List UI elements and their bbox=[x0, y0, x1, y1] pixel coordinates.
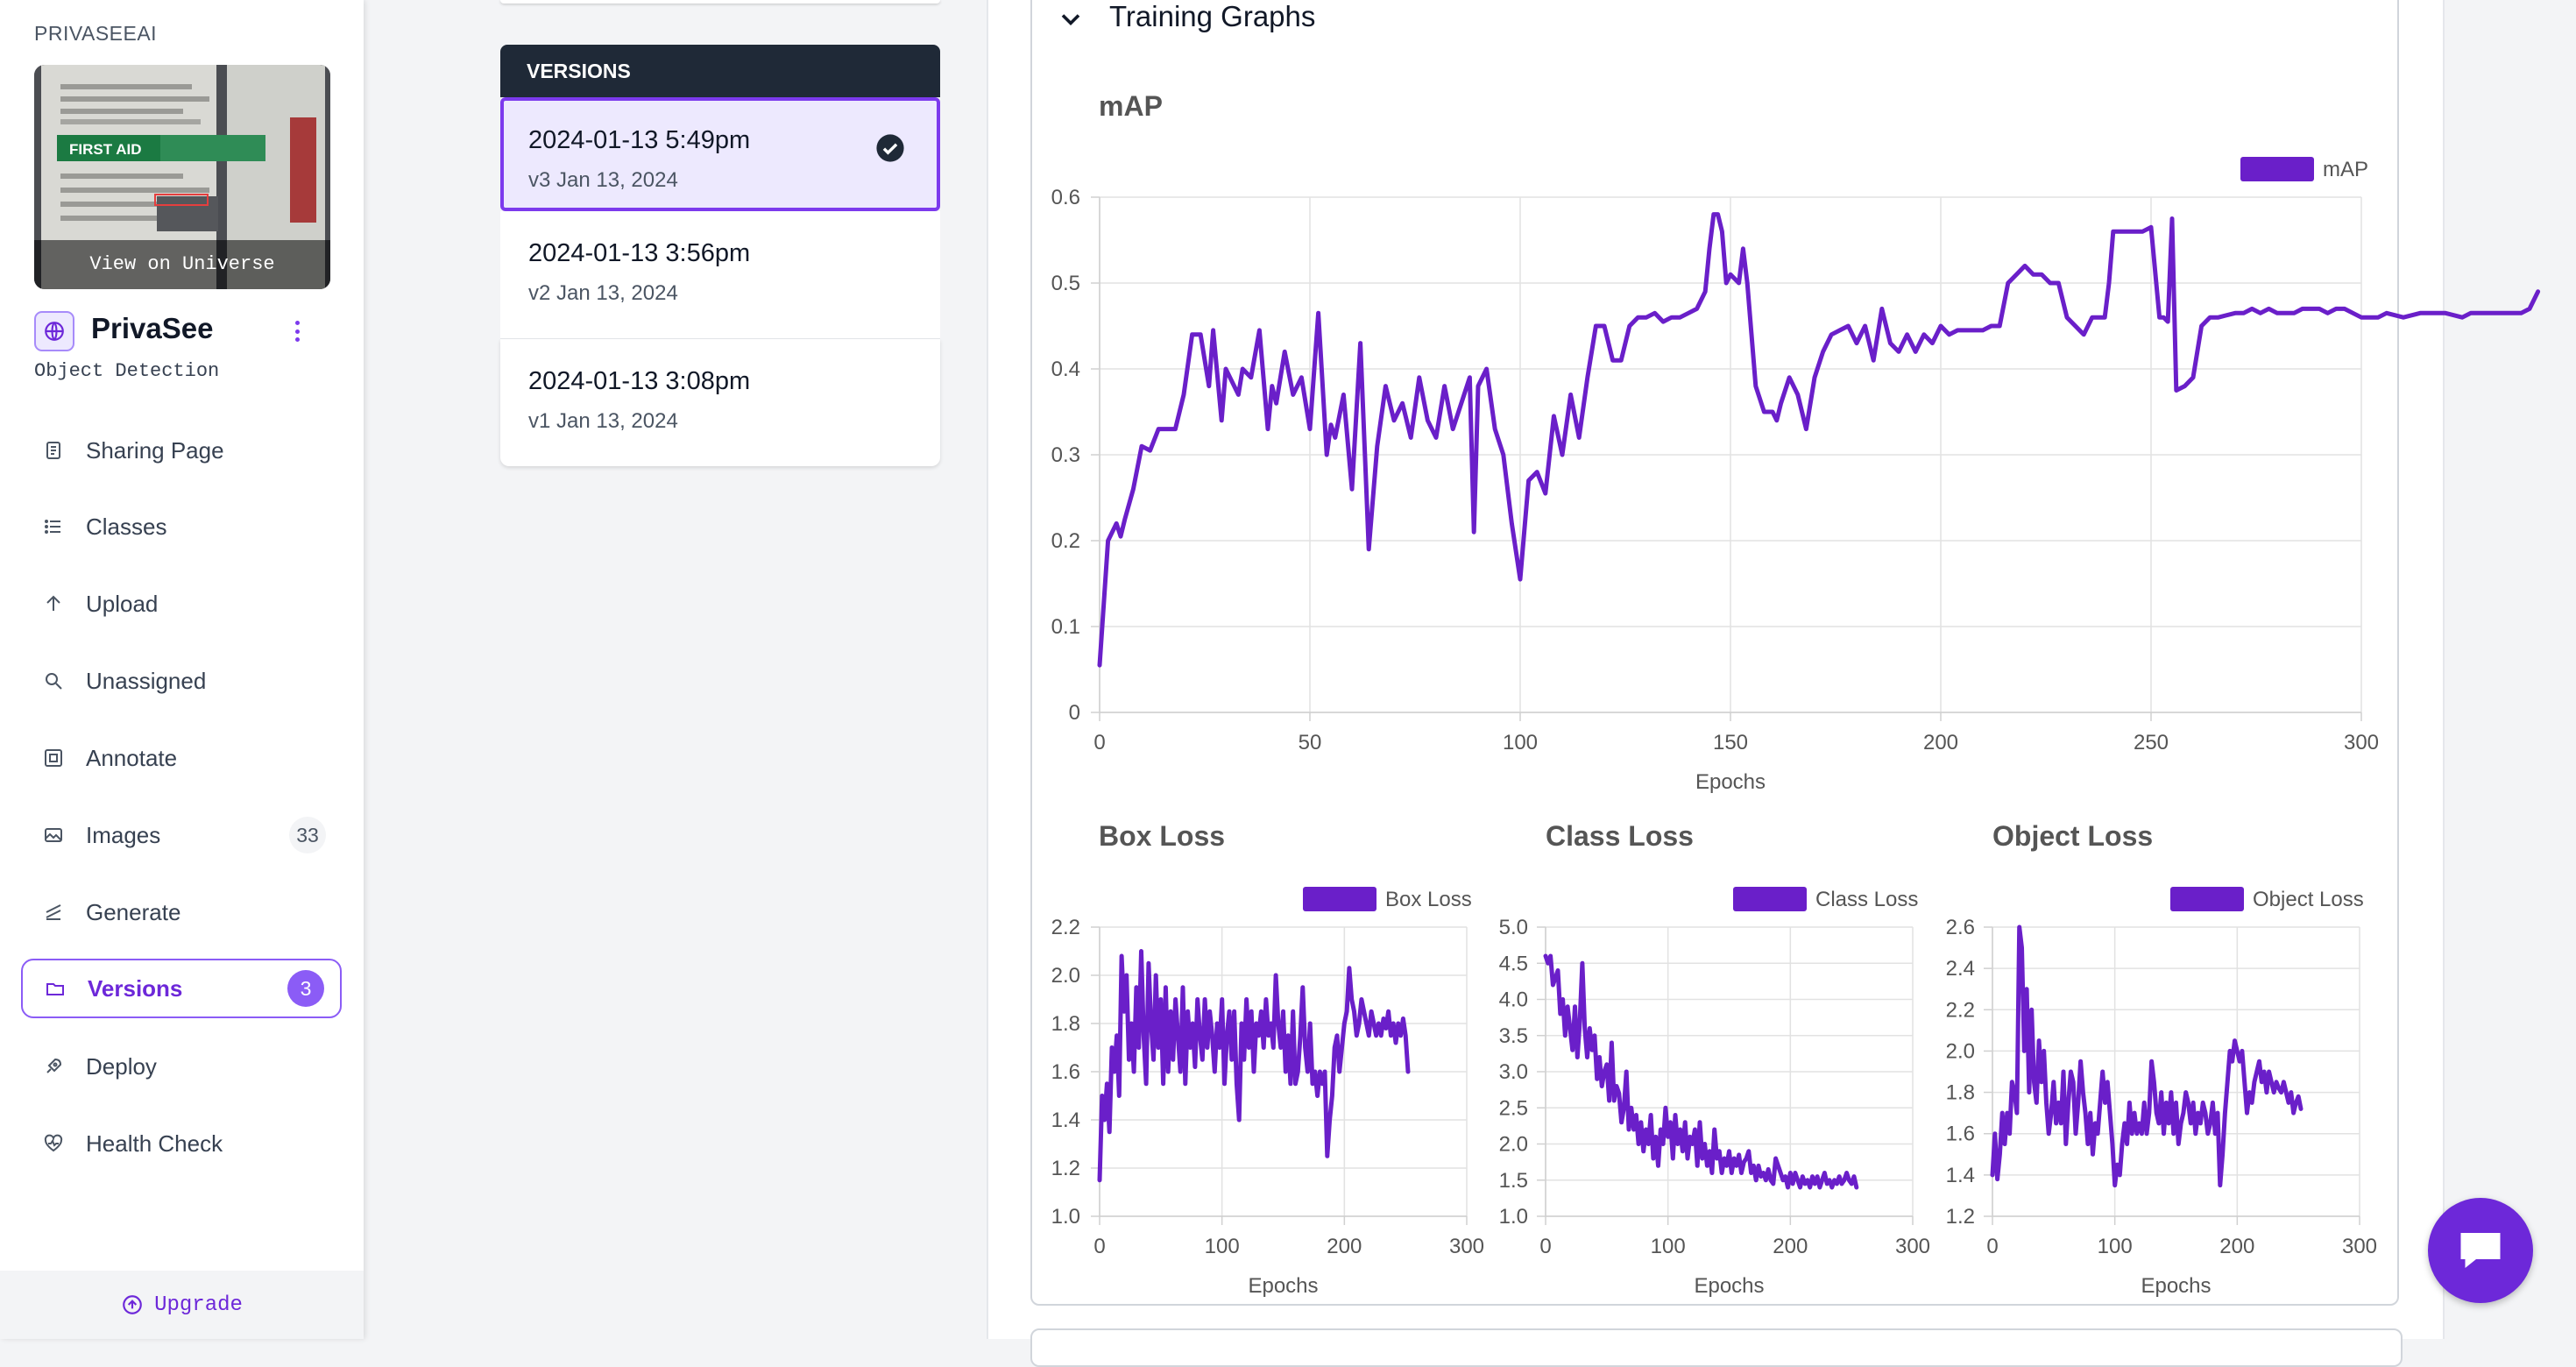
chevron-down-icon[interactable] bbox=[1055, 4, 1086, 35]
upload-arrow-icon bbox=[40, 591, 67, 617]
version-item[interactable]: 2024-01-13 3:08pm v1 Jan 13, 2024 bbox=[500, 339, 940, 466]
annotate-icon bbox=[40, 745, 67, 771]
upgrade-icon bbox=[123, 1295, 142, 1314]
thumbnail-text: FIRST AID bbox=[69, 141, 141, 158]
version-title: 2024-01-13 3:56pm bbox=[528, 239, 751, 267]
version-item[interactable]: 2024-01-13 3:56pm v2 Jan 13, 2024 bbox=[500, 211, 940, 339]
panel-divider bbox=[987, 0, 988, 1339]
nav-label: Deploy bbox=[86, 1052, 157, 1080]
nav-item-versions[interactable]: Versions 3 bbox=[21, 959, 342, 1018]
nav-item-deploy[interactable]: Deploy bbox=[21, 1037, 342, 1096]
nav-item-classes[interactable]: Classes bbox=[21, 497, 342, 556]
version-subtitle: v2 Jan 13, 2024 bbox=[528, 281, 678, 305]
heart-pulse-icon bbox=[40, 1130, 67, 1157]
search-icon bbox=[40, 668, 67, 694]
versions-header: VERSIONS bbox=[500, 45, 940, 97]
nav-label: Unassigned bbox=[86, 667, 207, 694]
nav-label: Images bbox=[86, 821, 161, 848]
nav-item-health-check[interactable]: Health Check bbox=[21, 1114, 342, 1173]
nav-item-unassigned[interactable]: Unassigned bbox=[21, 651, 342, 711]
globe-icon bbox=[34, 311, 74, 351]
list-icon bbox=[40, 514, 67, 540]
nav-label: Versions bbox=[88, 974, 183, 1002]
nav-label: Generate bbox=[86, 898, 181, 925]
version-subtitle: v3 Jan 13, 2024 bbox=[528, 168, 678, 192]
version-title: 2024-01-13 5:49pm bbox=[528, 126, 751, 154]
generate-icon bbox=[40, 899, 67, 925]
nav-item-upload[interactable]: Upload bbox=[21, 574, 342, 634]
previous-card-edge bbox=[500, 0, 940, 4]
nav-item-images[interactable]: Images 33 bbox=[21, 805, 342, 865]
version-item[interactable]: 2024-01-13 5:49pm v3 Jan 13, 2024 bbox=[500, 97, 940, 211]
workspace-name[interactable]: PRIVASEEAI bbox=[34, 22, 158, 45]
images-count-badge: 33 bbox=[289, 817, 326, 853]
nav-item-sharing-page[interactable]: Sharing Page bbox=[21, 421, 342, 480]
thumbnail-image: FIRST AID bbox=[34, 65, 330, 289]
project-type: Object Detection bbox=[34, 360, 220, 382]
chat-bubble-icon bbox=[2460, 1233, 2501, 1268]
view-on-universe-link[interactable]: View on Universe bbox=[34, 240, 330, 289]
training-graphs-card bbox=[1030, 0, 2399, 1306]
project-menu-icon[interactable] bbox=[289, 317, 305, 345]
nav-item-generate[interactable]: Generate bbox=[21, 882, 342, 942]
upgrade-button[interactable]: Upgrade bbox=[0, 1271, 364, 1339]
versions-count-badge: 3 bbox=[287, 970, 324, 1007]
sidebar: PRIVASEEAI FIRST AID View on Universe bbox=[0, 0, 364, 1339]
panel-edge bbox=[2443, 0, 2445, 1339]
nav-label: Health Check bbox=[86, 1130, 223, 1157]
next-card-edge bbox=[1030, 1328, 2403, 1367]
nav-item-annotate[interactable]: Annotate bbox=[21, 728, 342, 788]
project-thumbnail[interactable]: FIRST AID View on Universe bbox=[34, 65, 330, 289]
versions-list: VERSIONS 2024-01-13 5:49pm v3 Jan 13, 20… bbox=[500, 45, 940, 466]
project-name: PrivaSee bbox=[91, 312, 214, 344]
nav-label: Upload bbox=[86, 590, 159, 617]
images-icon bbox=[40, 822, 67, 848]
document-icon bbox=[40, 437, 67, 464]
folder-icon bbox=[42, 975, 68, 1002]
nav-label: Annotate bbox=[86, 744, 178, 771]
upgrade-label: Upgrade bbox=[154, 1293, 243, 1317]
training-graphs-title[interactable]: Training Graphs bbox=[1109, 0, 1316, 32]
version-subtitle: v1 Jan 13, 2024 bbox=[528, 409, 678, 433]
nav-label: Classes bbox=[86, 513, 167, 540]
nav-label: Sharing Page bbox=[86, 436, 224, 464]
rocket-icon bbox=[40, 1053, 67, 1080]
check-circle-icon bbox=[876, 134, 904, 162]
version-title: 2024-01-13 3:08pm bbox=[528, 367, 751, 395]
chat-button[interactable] bbox=[2428, 1198, 2533, 1303]
